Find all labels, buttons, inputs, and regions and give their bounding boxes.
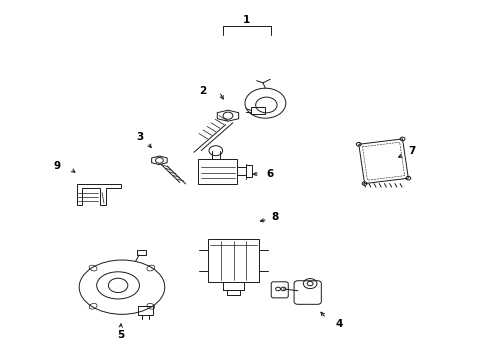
Text: 4: 4 — [335, 319, 342, 329]
Bar — [250, 107, 265, 114]
Bar — [207, 239, 259, 282]
Text: 5: 5 — [117, 330, 124, 341]
Text: 8: 8 — [271, 212, 278, 222]
Text: 3: 3 — [136, 132, 143, 142]
Text: 1: 1 — [243, 15, 250, 25]
Bar — [245, 165, 251, 177]
Bar — [198, 158, 237, 184]
Bar — [227, 290, 239, 296]
Bar — [136, 249, 146, 255]
Text: 7: 7 — [407, 147, 415, 157]
Text: 9: 9 — [54, 161, 61, 171]
Bar — [138, 306, 152, 315]
Text: 6: 6 — [265, 168, 273, 179]
Text: 2: 2 — [199, 86, 206, 96]
